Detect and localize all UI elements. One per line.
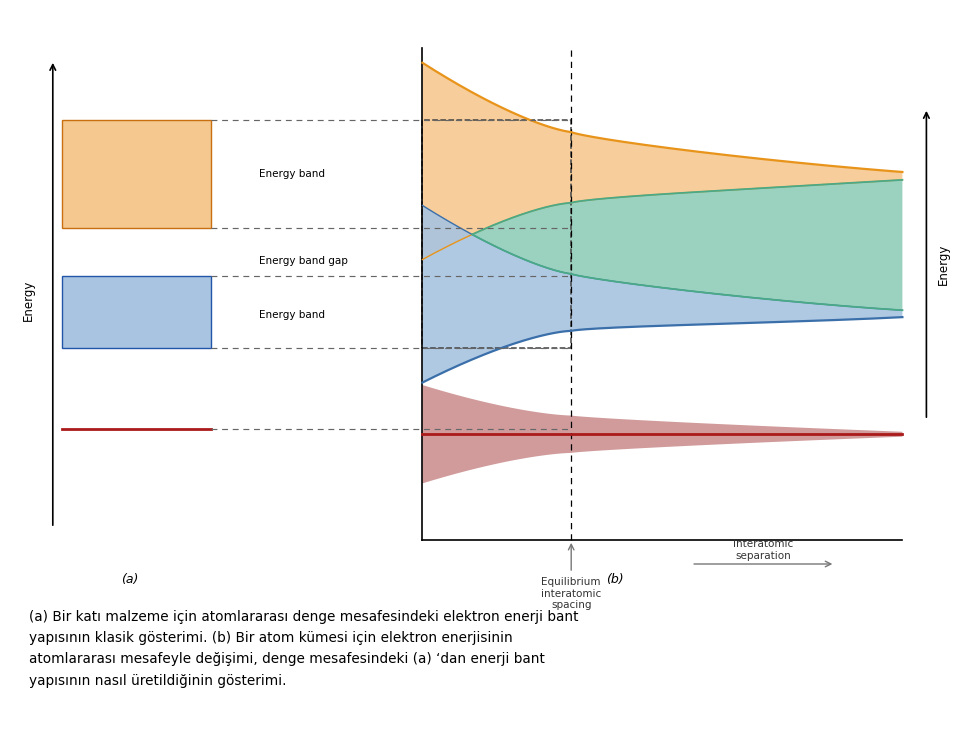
Text: Interatomic
separation: Interatomic separation xyxy=(733,539,793,561)
Text: Energy band gap: Energy band gap xyxy=(259,256,348,266)
Bar xyxy=(62,120,211,228)
Text: (b): (b) xyxy=(606,572,623,586)
Bar xyxy=(422,120,571,348)
Text: Energy band: Energy band xyxy=(259,169,325,179)
Text: Equilibrium
interatomic
spacing: Equilibrium interatomic spacing xyxy=(541,578,601,610)
Bar xyxy=(62,276,211,348)
Text: Energy: Energy xyxy=(22,279,36,321)
Text: (a): (a) xyxy=(121,572,138,586)
Text: Energy: Energy xyxy=(937,243,950,285)
Text: (a) Bir katı malzeme için atomlararası denge mesafesindeki elektron enerji bant
: (a) Bir katı malzeme için atomlararası d… xyxy=(29,610,578,688)
Text: Energy band: Energy band xyxy=(259,310,325,320)
